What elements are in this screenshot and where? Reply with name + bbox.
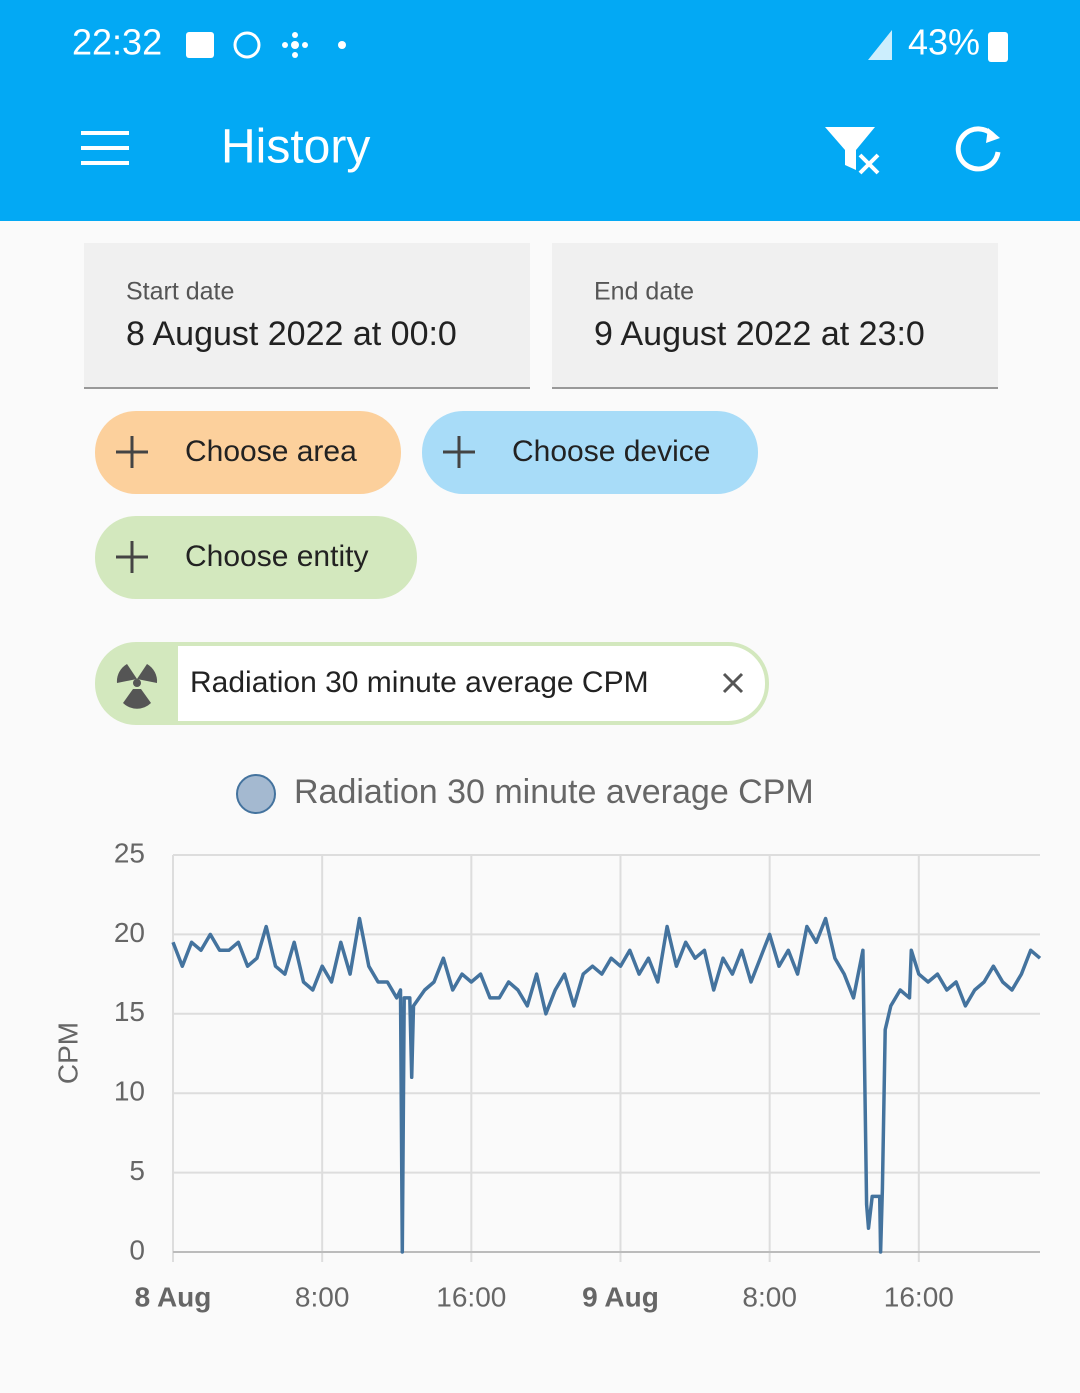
area-chip-label: Choose area xyxy=(185,435,357,468)
x-tick-label: 16:00 xyxy=(436,1281,506,1312)
plus-icon xyxy=(116,541,148,573)
plus-icon xyxy=(116,436,148,468)
start-value: 8 August 2022 at 00:0 xyxy=(126,315,457,353)
y-axis-label: CPM xyxy=(52,1022,83,1084)
selected-entity-chip[interactable] xyxy=(95,642,769,725)
end-label: End date xyxy=(594,278,694,306)
clear-filter-button[interactable] xyxy=(825,127,880,175)
x-tick-label: 16:00 xyxy=(884,1281,954,1312)
plus-icon xyxy=(443,436,475,468)
start-date-field[interactable] xyxy=(84,243,530,389)
legend-marker xyxy=(236,774,276,814)
end-date-field[interactable] xyxy=(552,243,998,389)
x-tick-label: 8:00 xyxy=(295,1281,350,1312)
y-tick-label: 10 xyxy=(114,1076,145,1107)
x-tick-label: 8 Aug xyxy=(135,1281,212,1312)
device-chip[interactable] xyxy=(422,411,758,494)
entity-chip[interactable] xyxy=(95,516,417,599)
selected-entity-label: Radiation 30 minute average CPM xyxy=(190,666,649,699)
refresh-button[interactable] xyxy=(955,126,1001,172)
start-label: Start date xyxy=(126,278,234,306)
page-title: History xyxy=(221,121,370,174)
entity-chip-label: Choose entity xyxy=(185,540,368,573)
clock: 22:32 xyxy=(72,22,162,63)
y-tick-label: 20 xyxy=(114,917,145,948)
battery-level: 43% xyxy=(908,22,980,63)
legend-label: Radiation 30 minute average CPM xyxy=(294,773,814,811)
y-tick-label: 5 xyxy=(129,1155,145,1186)
area-chip[interactable] xyxy=(95,411,401,494)
device-chip-label: Choose device xyxy=(512,435,710,468)
refresh-arrow xyxy=(986,128,1000,143)
radiation-icon xyxy=(116,664,158,709)
y-tick-label: 15 xyxy=(114,996,145,1027)
status-icons xyxy=(186,30,1008,62)
y-tick-label: 0 xyxy=(129,1234,145,1265)
y-tick-label: 25 xyxy=(114,837,145,868)
menu-button[interactable] xyxy=(81,131,129,165)
remove-entity-button[interactable] xyxy=(722,672,744,694)
x-tick-label: 9 Aug xyxy=(582,1281,659,1312)
end-value: 9 August 2022 at 23:0 xyxy=(594,315,925,353)
app-bar xyxy=(0,0,1080,221)
data-line xyxy=(171,916,1042,1254)
x-tick-label: 8:00 xyxy=(742,1281,797,1312)
